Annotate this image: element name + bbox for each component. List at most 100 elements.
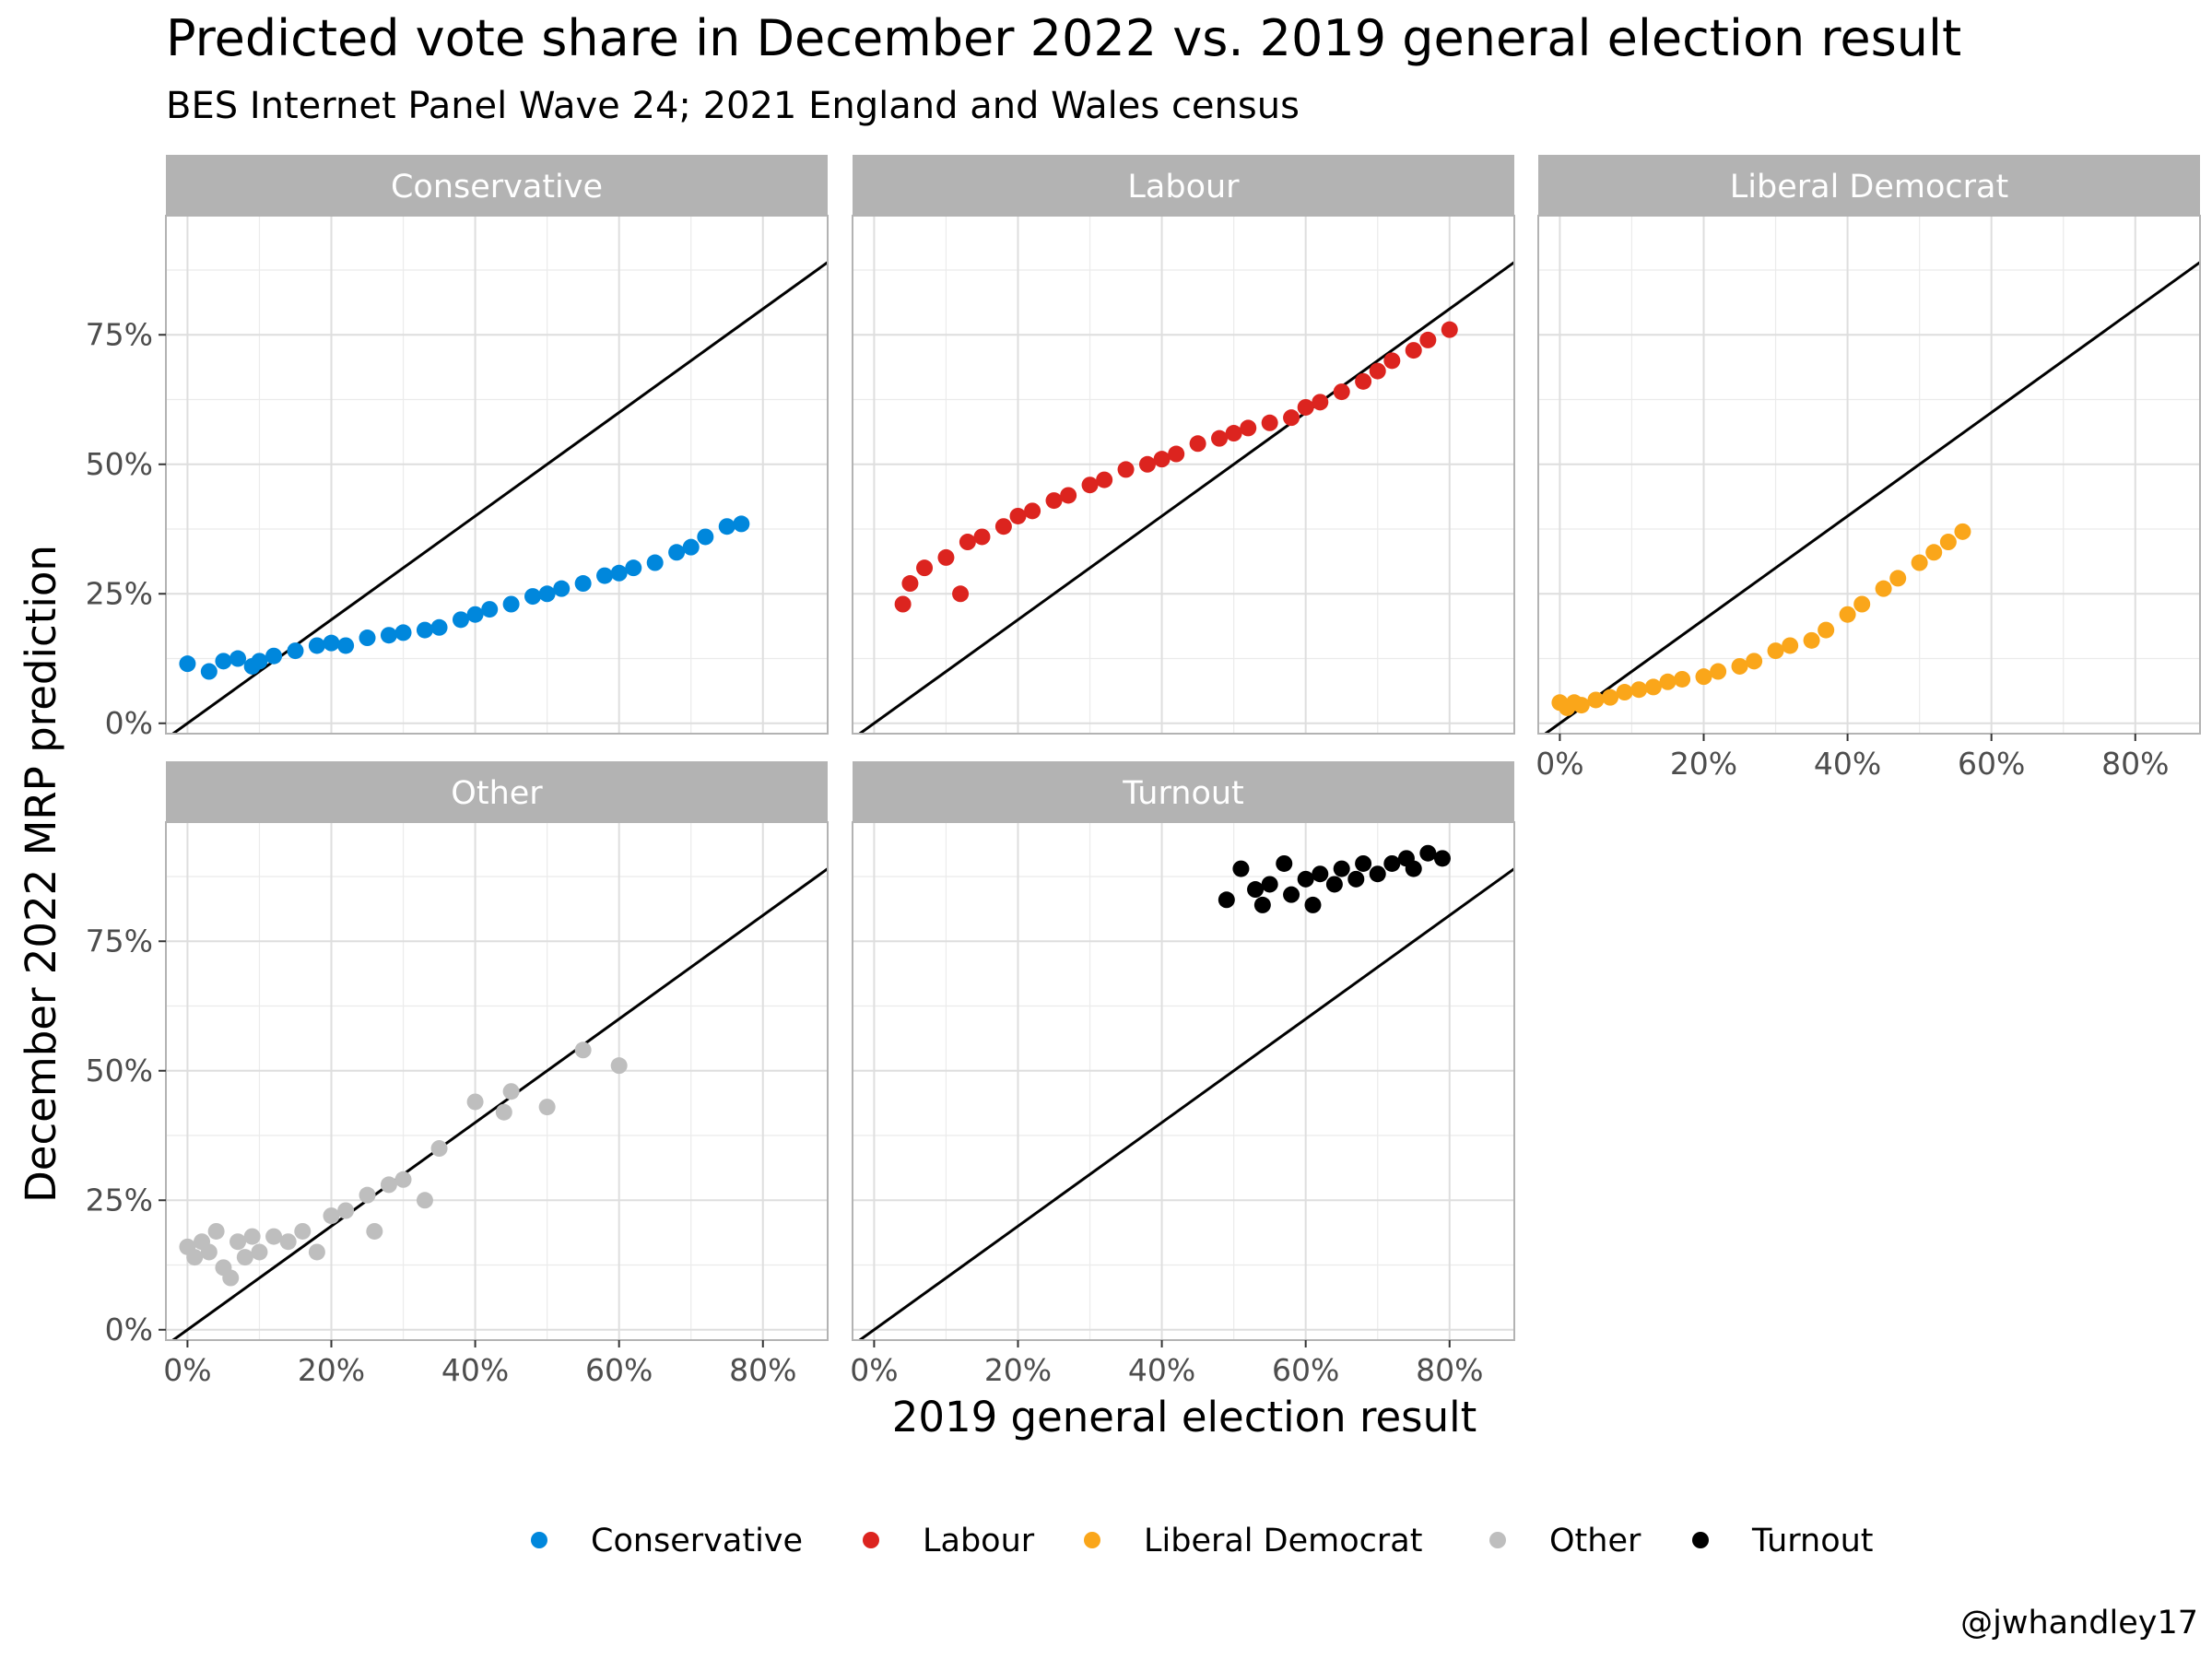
- x-tick-label: 20%: [298, 1352, 365, 1388]
- data-point-labour: [1045, 492, 1063, 510]
- data-point-other: [251, 1243, 268, 1261]
- data-point-conservative: [337, 637, 355, 654]
- data-point-other: [337, 1202, 355, 1219]
- data-point-labour: [1312, 394, 1329, 411]
- data-point-conservative: [697, 528, 714, 546]
- data-point-other: [574, 1041, 592, 1059]
- y-tick-label: 50%: [86, 446, 153, 482]
- data-point-liberal-democrat: [1853, 595, 1871, 613]
- panel-border: [165, 821, 829, 1341]
- data-point-other: [323, 1207, 340, 1225]
- data-point-labour: [1383, 352, 1401, 370]
- data-point-other: [416, 1192, 433, 1209]
- data-point-other: [243, 1228, 261, 1245]
- data-point-labour: [1009, 507, 1027, 524]
- panel-background: [853, 216, 1514, 734]
- data-point-other: [610, 1057, 628, 1075]
- panel-border: [1537, 215, 2201, 735]
- data-point-labour: [1138, 455, 1156, 473]
- data-point-conservative: [323, 634, 340, 652]
- data-point-labour: [894, 595, 912, 613]
- data-point-other: [229, 1233, 247, 1251]
- x-tick-label: 0%: [163, 1352, 211, 1388]
- data-point-other: [495, 1103, 512, 1121]
- data-point-turnout: [1419, 844, 1437, 862]
- panel-background: [1538, 216, 2200, 734]
- data-point-labour: [994, 518, 1012, 535]
- panel-border: [852, 215, 1515, 735]
- data-point-liberal-democrat: [1875, 580, 1892, 597]
- data-point-turnout: [1304, 896, 1322, 913]
- x-tick-label: 20%: [984, 1352, 1052, 1388]
- legend-label-other: Other: [1549, 1523, 1641, 1559]
- panel-marks: [171, 867, 828, 1340]
- data-point-liberal-democrat: [1939, 534, 1957, 551]
- data-point-labour: [1405, 342, 1422, 359]
- panel-turnout: Turnout 0% 20% 40% 60% 80%: [850, 761, 1515, 1388]
- data-point-labour: [1153, 451, 1171, 468]
- data-point-labour: [1355, 372, 1372, 390]
- data-point-labour: [1297, 398, 1314, 416]
- legend-label-liberal-democrat: Liberal Democrat: [1144, 1523, 1422, 1559]
- data-point-conservative: [380, 627, 397, 644]
- data-point-turnout: [1276, 854, 1293, 872]
- panel-background: [166, 822, 828, 1340]
- y-tick-label: 0%: [105, 1312, 153, 1347]
- data-point-conservative: [229, 650, 247, 667]
- reference-line-y-equals-x: [1543, 261, 2200, 734]
- data-point-conservative: [430, 618, 448, 636]
- data-point-labour: [1441, 321, 1458, 338]
- data-point-conservative: [416, 621, 433, 639]
- strip-label-labour: Labour: [1127, 169, 1240, 206]
- data-point-conservative: [287, 642, 304, 660]
- panel-conservative: Conservative 0% 25% 50% 75%: [86, 155, 829, 741]
- data-point-conservative: [538, 585, 556, 603]
- data-point-labour: [937, 548, 955, 566]
- data-point-conservative: [610, 564, 628, 582]
- x-tick-label: 80%: [729, 1352, 796, 1388]
- strip-label-conservative: Conservative: [391, 169, 603, 206]
- strip-conservative: [166, 155, 828, 216]
- data-point-labour: [1211, 429, 1229, 447]
- data-point-liberal-democrat: [1602, 688, 1619, 706]
- data-point-conservative: [596, 567, 614, 584]
- data-point-conservative: [733, 515, 750, 533]
- data-point-liberal-democrat: [1911, 554, 1928, 571]
- panel-marks: [1543, 261, 2200, 734]
- data-point-liberal-democrat: [1659, 673, 1677, 690]
- data-point-turnout: [1325, 876, 1343, 893]
- data-point-liberal-democrat: [1839, 606, 1856, 623]
- data-point-conservative: [394, 624, 412, 641]
- data-point-liberal-democrat: [1767, 642, 1784, 660]
- x-tick-label: 0%: [850, 1352, 898, 1388]
- x-tick-label: 40%: [441, 1352, 509, 1388]
- data-point-turnout: [1218, 891, 1235, 909]
- data-point-labour: [1333, 383, 1350, 401]
- legend-key-conservative: [531, 1532, 547, 1548]
- data-point-other: [207, 1222, 225, 1240]
- data-point-liberal-democrat: [1731, 657, 1748, 675]
- data-point-liberal-democrat: [1818, 621, 1835, 639]
- legend: Conservative Labour Liberal Democrat Other T…: [531, 1523, 1874, 1559]
- x-tick-label: 40%: [1128, 1352, 1195, 1388]
- data-point-other: [366, 1222, 383, 1240]
- y-tick-label: 25%: [86, 1182, 153, 1218]
- legend-key-turnout: [1692, 1532, 1709, 1548]
- y-tick-label: 50%: [86, 1053, 153, 1088]
- data-point-labour: [1283, 409, 1300, 427]
- legend-key-labour: [863, 1532, 879, 1548]
- data-point-conservative: [466, 606, 484, 623]
- panel-border: [852, 821, 1515, 1341]
- data-point-turnout: [1247, 881, 1265, 899]
- data-point-labour: [1024, 502, 1041, 520]
- data-point-other: [538, 1099, 556, 1116]
- data-point-other: [265, 1228, 283, 1245]
- chart-title: Predicted vote share in December 2022 vs…: [166, 9, 1961, 67]
- y-tick-label: 75%: [86, 923, 153, 959]
- data-point-other: [294, 1222, 312, 1240]
- data-point-liberal-democrat: [1710, 663, 1727, 680]
- data-point-other: [186, 1249, 204, 1266]
- data-point-turnout: [1333, 860, 1350, 877]
- data-point-labour: [1189, 435, 1206, 453]
